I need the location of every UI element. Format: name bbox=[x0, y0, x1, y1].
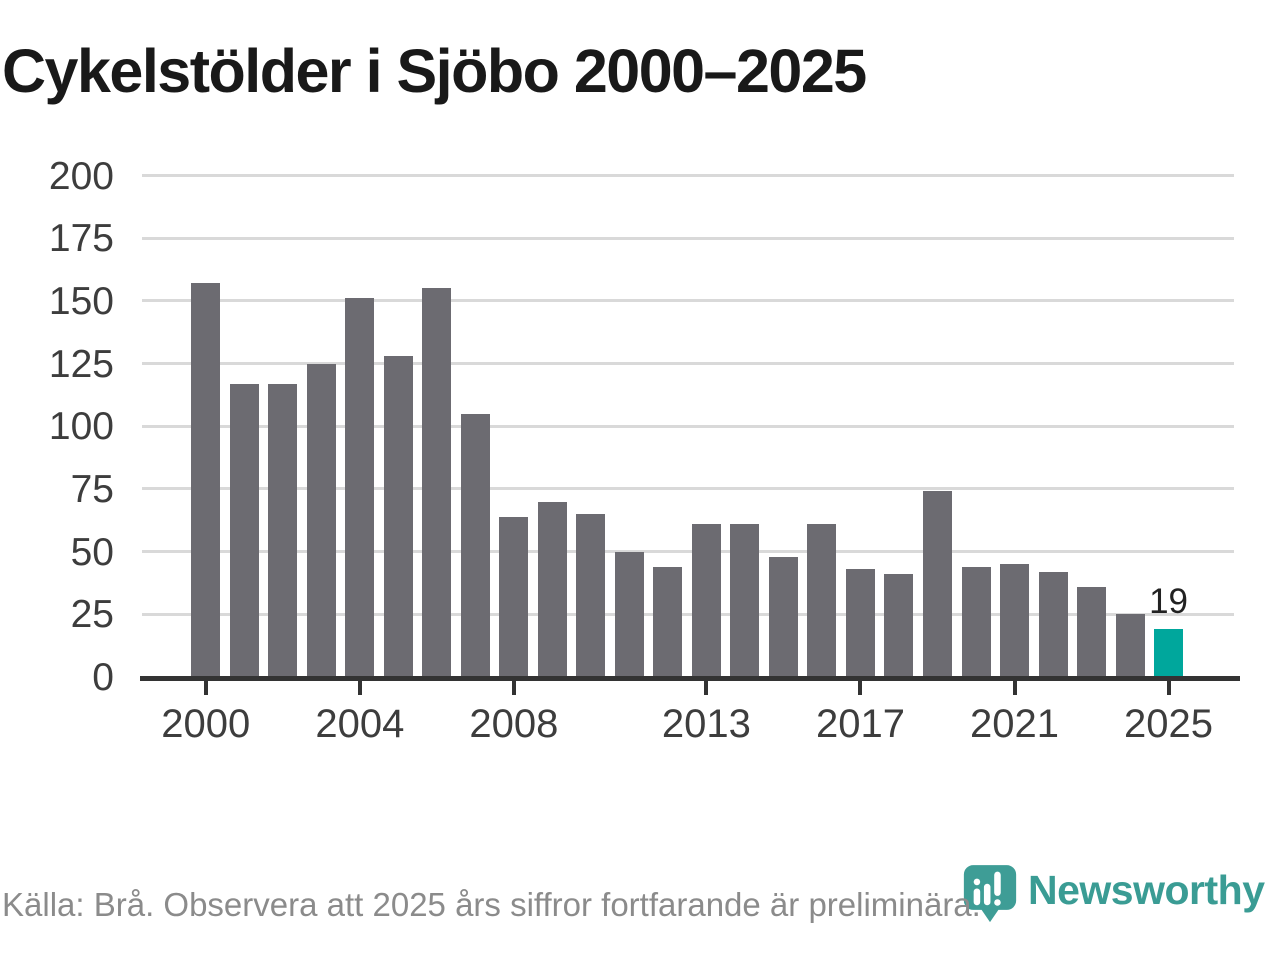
y-axis-tick-label: 100 bbox=[48, 405, 114, 449]
gridline bbox=[142, 550, 1234, 554]
bar bbox=[229, 383, 259, 677]
source-note: Källa: Brå. Observera att 2025 års siffr… bbox=[2, 886, 981, 923]
bar bbox=[422, 288, 452, 677]
y-axis-tick-label: 175 bbox=[48, 217, 114, 261]
x-axis-tick bbox=[1012, 681, 1017, 695]
gridline bbox=[142, 362, 1234, 366]
bar bbox=[576, 514, 606, 677]
x-axis-tick-label: 2004 bbox=[315, 702, 405, 746]
bar bbox=[768, 556, 798, 677]
x-axis-tick-label: 2000 bbox=[161, 702, 251, 746]
x-axis-tick bbox=[511, 681, 516, 695]
y-axis-tick-label: 25 bbox=[70, 593, 114, 637]
bar bbox=[1000, 564, 1029, 677]
x-axis-tick bbox=[357, 681, 362, 695]
x-axis-line bbox=[140, 676, 1240, 681]
x-axis-tick-label: 2025 bbox=[1124, 702, 1214, 746]
bar bbox=[691, 524, 721, 677]
x-axis-tick-label: 2017 bbox=[815, 702, 905, 746]
bar bbox=[499, 516, 529, 677]
bar bbox=[807, 524, 837, 677]
x-axis-tick bbox=[1166, 681, 1171, 695]
bar bbox=[345, 298, 375, 677]
bar bbox=[1115, 614, 1145, 677]
x-axis-tick-label: 2021 bbox=[970, 702, 1059, 746]
x-axis-tick-label: 2013 bbox=[661, 702, 751, 746]
newsworthy-brand: Newsworthy bbox=[962, 864, 1265, 926]
gridline bbox=[142, 487, 1234, 491]
y-axis-tick-label: 125 bbox=[48, 342, 114, 386]
bar bbox=[884, 574, 914, 677]
y-axis-tick-label: 200 bbox=[48, 154, 114, 198]
y-axis-tick-label: 0 bbox=[92, 656, 114, 699]
newsworthy-wordmark: Newsworthy bbox=[1028, 867, 1265, 913]
gridline bbox=[142, 424, 1234, 428]
gridline bbox=[142, 236, 1234, 240]
x-axis-tick bbox=[704, 681, 709, 695]
bar bbox=[845, 569, 875, 677]
x-axis-tick-label: 2008 bbox=[469, 702, 559, 746]
y-axis-tick-label: 50 bbox=[70, 530, 114, 574]
bar bbox=[614, 551, 644, 677]
y-axis-tick-label: 75 bbox=[70, 467, 114, 511]
gridline bbox=[142, 612, 1234, 616]
y-axis-tick-label: 150 bbox=[48, 279, 114, 323]
x-axis-tick bbox=[203, 681, 208, 695]
bar bbox=[268, 383, 298, 677]
chart-title: Cykelstölder i Sjöbo 2000–2025 bbox=[2, 37, 867, 105]
bar bbox=[306, 363, 336, 677]
gridline bbox=[142, 299, 1234, 303]
x-axis-tick bbox=[858, 681, 863, 695]
bar bbox=[961, 566, 991, 677]
bar bbox=[191, 283, 221, 677]
bar bbox=[653, 566, 683, 677]
bar bbox=[730, 524, 760, 677]
bar bbox=[383, 356, 413, 677]
bar bbox=[460, 413, 490, 677]
bar-highlighted bbox=[1154, 629, 1184, 677]
bar bbox=[1077, 586, 1107, 677]
bar bbox=[922, 491, 952, 677]
bar bbox=[1038, 571, 1068, 677]
bar bbox=[537, 501, 567, 677]
gridline bbox=[142, 174, 1234, 178]
bar-value-label: 19 bbox=[1149, 582, 1189, 621]
newsworthy-logo-icon bbox=[963, 865, 1017, 923]
